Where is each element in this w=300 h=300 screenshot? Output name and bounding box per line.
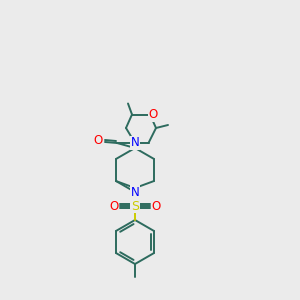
Text: N: N	[130, 136, 140, 149]
Text: O: O	[148, 108, 158, 121]
Text: O: O	[110, 200, 118, 212]
Text: O: O	[152, 200, 160, 212]
Text: O: O	[93, 134, 103, 148]
Text: S: S	[131, 200, 139, 212]
Text: N: N	[130, 185, 140, 199]
